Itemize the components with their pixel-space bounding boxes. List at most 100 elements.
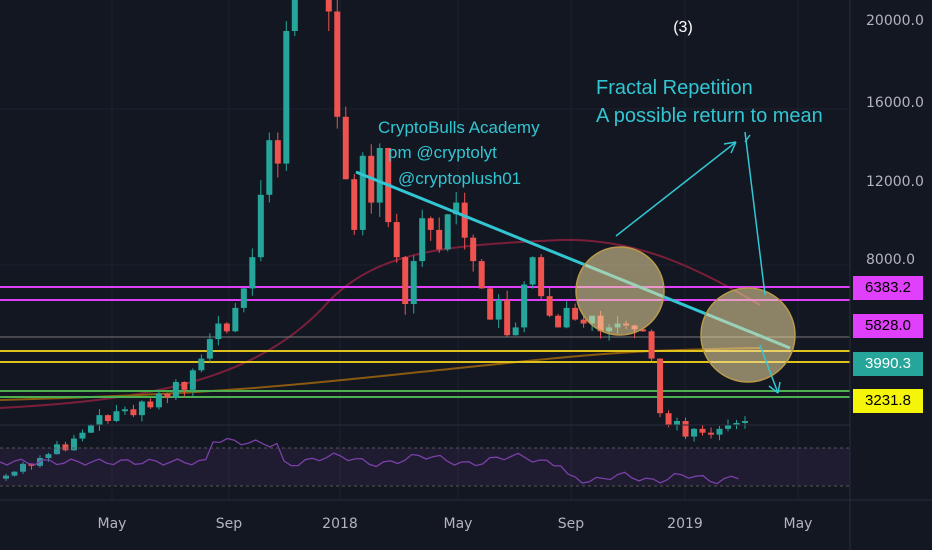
- candle-body: [11, 471, 18, 476]
- candle-body: [283, 31, 290, 164]
- arrowhead-icon: [768, 381, 781, 394]
- y-tick-label: 12000.0: [866, 174, 924, 190]
- x-tick-label: 2018: [322, 516, 358, 532]
- candle-body: [691, 428, 698, 437]
- candle-body: [325, 0, 332, 12]
- candle-body: [189, 370, 196, 390]
- candle-body: [96, 415, 103, 425]
- candle-body: [444, 214, 451, 250]
- price-label-3231: 3231.8: [853, 389, 923, 413]
- horizontal-levels: [0, 286, 850, 398]
- price-label-3990: 3990.3: [853, 352, 923, 376]
- candle-body: [45, 454, 52, 459]
- candle-body: [62, 444, 69, 451]
- overlays: [355, 131, 796, 394]
- candle-body: [155, 393, 162, 408]
- candle-body: [555, 315, 562, 328]
- candle-body: [563, 307, 570, 328]
- candle-body: [410, 261, 417, 304]
- candle-body: [291, 0, 298, 31]
- x-tick-label: Sep: [216, 516, 243, 532]
- candle-body: [512, 327, 519, 336]
- grid-lines: [0, 0, 850, 500]
- candle-body: [19, 463, 26, 472]
- candle-body: [419, 218, 426, 262]
- arrowhead-icon: [723, 141, 737, 154]
- candle-body: [572, 307, 579, 320]
- candle-body: [215, 323, 222, 340]
- candle-body: [53, 444, 60, 455]
- candle-body: [402, 257, 409, 304]
- candle-body: [393, 222, 400, 258]
- y-tick-label: 8000.0: [866, 252, 915, 268]
- candle-body: [198, 358, 205, 371]
- candle-body: [453, 202, 460, 215]
- candle-body: [232, 307, 239, 332]
- candle-body: [665, 413, 672, 425]
- candle-body: [733, 422, 740, 425]
- candle-body: [79, 432, 86, 439]
- price-label-6383: 6383.2: [853, 276, 923, 300]
- candle-body: [725, 424, 732, 429]
- candle-body: [640, 329, 647, 332]
- candle-body: [487, 288, 494, 320]
- candle-body: [478, 261, 485, 289]
- candle-body: [138, 401, 145, 416]
- y-tick-label: 16000.0: [866, 95, 924, 111]
- candle-body: [121, 409, 128, 412]
- candle-body: [70, 438, 77, 451]
- candle-body: [206, 339, 213, 359]
- candle-body: [266, 140, 273, 195]
- candle-body: [461, 202, 468, 238]
- fractal-title: Fractal Repetition: [596, 77, 753, 99]
- price-label-5828: 5828.0: [853, 314, 923, 338]
- candle-body: [28, 463, 35, 466]
- candle-body: [249, 257, 256, 289]
- candle-body: [504, 300, 511, 336]
- fractal-circle-2: [700, 287, 796, 383]
- author-line-2: pm @cryptolyt: [388, 143, 497, 162]
- x-tick-label: May: [444, 516, 473, 532]
- candle-body: [742, 421, 748, 423]
- candle-body: [87, 424, 94, 433]
- candle-body: [359, 155, 366, 230]
- candle-body: [436, 229, 443, 250]
- candle-body: [130, 409, 137, 416]
- candle-body: [342, 116, 349, 180]
- candle-body: [376, 148, 383, 203]
- projection-arrow-up: [615, 141, 737, 237]
- candle-body: [351, 179, 358, 230]
- candle-body: [334, 11, 341, 117]
- candle-body: [104, 415, 111, 421]
- candle-body: [716, 428, 723, 435]
- fractal-subtitle: A possible return to mean: [596, 105, 823, 127]
- candle-body: [538, 257, 545, 297]
- rsi-line: [0, 437, 739, 485]
- x-tick-label: 2019: [667, 516, 703, 532]
- x-tick-label: May: [784, 516, 813, 532]
- candle-body: [546, 296, 553, 316]
- candle-body: [172, 382, 179, 398]
- fractal-circle-1: [575, 246, 665, 336]
- x-tick-label: Sep: [558, 516, 585, 532]
- candle-body: [113, 411, 120, 421]
- projection-arrow-down: [744, 131, 766, 296]
- candle-body: [699, 428, 706, 433]
- author-line-3: @cryptoplush01: [398, 169, 521, 188]
- x-tick-label: May: [98, 516, 127, 532]
- candle-body: [657, 358, 664, 414]
- candle-body: [580, 319, 587, 324]
- candle-body: [682, 421, 689, 437]
- author-line-1: CryptoBulls Academy: [378, 118, 540, 137]
- moving-average-slow: [0, 238, 761, 409]
- candle-body: [470, 237, 477, 262]
- candle-body: [240, 288, 247, 308]
- rsi-panel: [0, 437, 850, 487]
- y-tick-label: 20000.0: [866, 13, 924, 29]
- candle-body: [164, 393, 171, 398]
- candle-body: [427, 218, 434, 230]
- arrowhead-icon: [744, 134, 751, 143]
- moving-average-long: [0, 347, 761, 401]
